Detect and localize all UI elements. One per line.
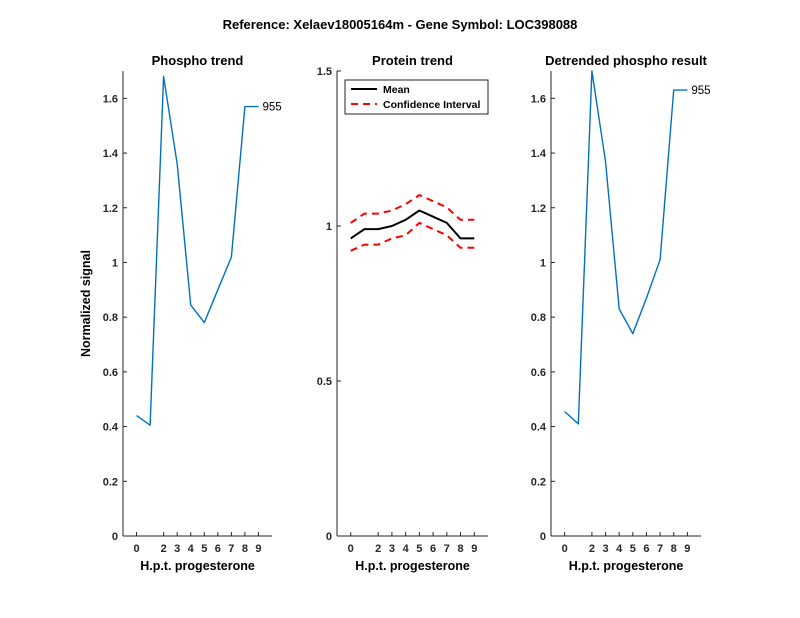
x-tick-label: 2 <box>589 543 595 555</box>
x-tick-label: 6 <box>643 543 649 555</box>
x-tick-label: 3 <box>602 543 608 555</box>
x-axis-label: H.p.t. progesterone <box>569 559 684 573</box>
x-tick-label: 0 <box>348 543 354 555</box>
y-tick-label: 0.6 <box>103 367 118 379</box>
figure-title: Reference: Xelaev18005164m - Gene Symbol… <box>223 17 578 32</box>
x-tick-label: 7 <box>444 543 450 555</box>
y-tick-label: 0.2 <box>103 476 118 488</box>
legend: Mean Confidence Interval <box>344 79 489 115</box>
x-tick-label: 9 <box>471 543 477 555</box>
series-line-1 <box>136 75 259 426</box>
x-tick-label: 5 <box>630 543 636 555</box>
point-annotation: 955 <box>691 85 710 97</box>
y-tick-label: 0.6 <box>531 367 546 379</box>
y-tick-label: 1 <box>540 257 546 269</box>
x-tick-label: 7 <box>228 543 234 555</box>
x-tick-label: 3 <box>174 543 180 555</box>
y-tick-label: 1.4 <box>103 148 119 160</box>
x-tick-label: 0 <box>562 543 568 555</box>
legend-entry: Mean <box>383 84 410 96</box>
y-axis-label: Normalized signal <box>79 250 93 357</box>
x-tick-label: 4 <box>403 543 410 555</box>
x-axis-label: H.p.t. progesterone <box>140 559 255 573</box>
y-tick-label: 1.5 <box>317 66 332 78</box>
y-tick-label: 1.6 <box>531 93 546 105</box>
y-tick-label: 1.2 <box>531 203 546 215</box>
y-tick-label: 1.6 <box>103 93 118 105</box>
x-tick-label: 0 <box>133 543 139 555</box>
x-tick-label: 5 <box>201 543 207 555</box>
x-tick-label: 2 <box>161 543 167 555</box>
y-tick-label: 0 <box>112 531 118 543</box>
y-tick-label: 0.2 <box>531 476 546 488</box>
point-annotation: 955 <box>262 102 281 114</box>
y-tick-label: 1 <box>326 221 332 233</box>
x-tick-label: 3 <box>389 543 395 555</box>
y-tick-label: 1 <box>112 257 118 269</box>
x-tick-label: 5 <box>416 543 422 555</box>
y-tick-label: 0.8 <box>531 312 546 324</box>
y-tick-label: 0.4 <box>531 422 547 434</box>
legend-box <box>344 79 489 115</box>
subplot-title: Detrended phospho result <box>545 53 707 68</box>
legend-entry: Confidence Interval <box>383 99 481 111</box>
subplot-1: 0 0.2 0.4 0.6 0.8 1 1.2 1.4 1.6 0 2 3 4 5 6 7 8 9 Phospho … <box>79 53 282 573</box>
y-tick-label: 0.8 <box>103 312 118 324</box>
y-tick-label: 0 <box>326 531 332 543</box>
x-tick-label: 6 <box>430 543 436 555</box>
x-tick-label: 6 <box>215 543 221 555</box>
x-tick-label: 9 <box>684 543 690 555</box>
subplot-title: Phospho trend <box>152 53 244 68</box>
subplot-2: 0 0.5 1 1.5 0 2 3 4 5 6 7 8 9 Protein trend H.p.t. pro… <box>317 53 489 573</box>
subplot-title: Protein trend <box>372 53 453 68</box>
x-tick-label: 2 <box>375 543 381 555</box>
y-tick-label: 0 <box>540 531 546 543</box>
x-tick-label: 9 <box>255 543 261 555</box>
y-tick-label: 0.4 <box>103 422 119 434</box>
x-tick-label: 4 <box>188 543 195 555</box>
x-tick-label: 7 <box>657 543 663 555</box>
x-axis-label: H.p.t. progesterone <box>355 559 470 573</box>
y-tick-label: 1.4 <box>531 148 547 160</box>
y-tick-label: 1.2 <box>103 203 118 215</box>
series-line-1 <box>564 70 688 425</box>
x-tick-label: 8 <box>671 543 677 555</box>
x-tick-label: 8 <box>242 543 248 555</box>
subplot-3: 0 0.2 0.4 0.6 0.8 1 1.2 1.4 1.6 0 2 3 4 5 6 7 8 9 Detrende… <box>531 53 711 573</box>
x-tick-label: 8 <box>457 543 463 555</box>
y-tick-label: 0.5 <box>317 376 332 388</box>
x-tick-label: 4 <box>616 543 623 555</box>
series-line-1 <box>350 209 475 240</box>
